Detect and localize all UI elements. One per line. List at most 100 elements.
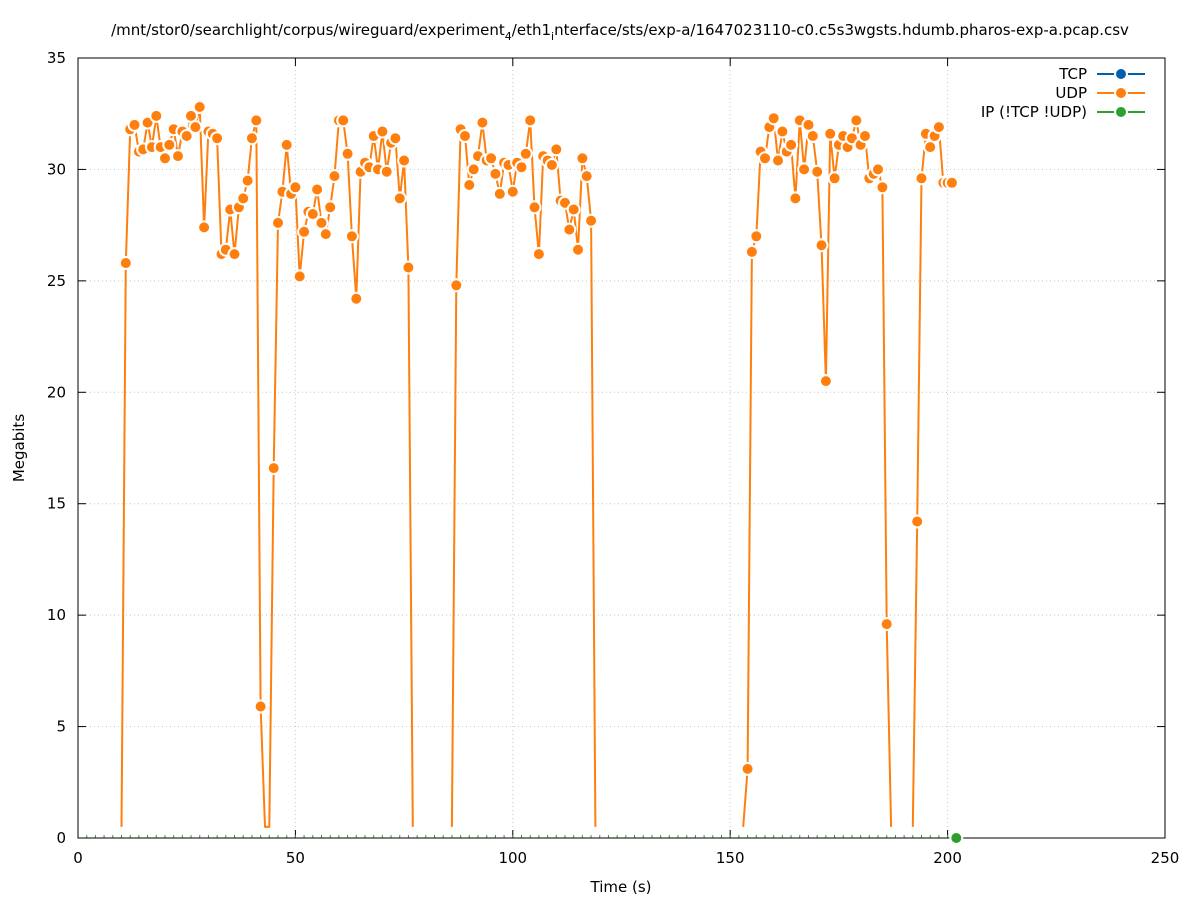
data-point bbox=[197, 220, 212, 235]
x-tick-label: 250 bbox=[1151, 849, 1180, 867]
y-tick-label: 15 bbox=[47, 495, 66, 513]
data-point bbox=[118, 256, 133, 270]
data-point bbox=[388, 131, 403, 146]
data-point bbox=[310, 182, 325, 197]
data-point bbox=[162, 137, 177, 152]
data-point bbox=[249, 113, 264, 128]
data-point bbox=[814, 238, 829, 253]
data-point bbox=[314, 215, 329, 230]
data-point bbox=[584, 213, 599, 228]
chart-title-part: /eth1 bbox=[512, 21, 551, 39]
data-point bbox=[810, 164, 825, 179]
data-point bbox=[240, 173, 255, 188]
data-point bbox=[766, 111, 781, 126]
legend-label: UDP bbox=[1055, 84, 1087, 102]
series-line bbox=[742, 117, 893, 827]
data-point bbox=[797, 162, 812, 177]
x-tick-label: 200 bbox=[933, 849, 962, 867]
data-point bbox=[279, 137, 294, 152]
y-tick-label: 35 bbox=[47, 49, 66, 67]
data-point bbox=[858, 129, 872, 143]
data-point bbox=[158, 151, 172, 166]
data-point bbox=[271, 215, 285, 230]
data-point bbox=[244, 131, 259, 146]
x-tick-label: 100 bbox=[498, 849, 527, 867]
data-point bbox=[949, 831, 964, 845]
data-point bbox=[401, 260, 416, 275]
data-point bbox=[571, 242, 585, 257]
data-point bbox=[771, 153, 785, 168]
data-point bbox=[253, 699, 268, 714]
data-point bbox=[579, 169, 594, 184]
y-tick-label: 20 bbox=[47, 383, 66, 401]
data-point bbox=[288, 180, 303, 195]
y-tick-label: 10 bbox=[47, 606, 66, 624]
data-point bbox=[910, 514, 925, 529]
data-point bbox=[492, 186, 507, 201]
data-point bbox=[318, 227, 333, 242]
series-udp bbox=[118, 100, 959, 828]
data-point bbox=[523, 113, 538, 128]
data-point bbox=[192, 100, 207, 114]
data-point bbox=[466, 162, 481, 177]
chart-title-part: /mnt/stor0/searchlight/corpus/wireguard/… bbox=[111, 21, 505, 39]
data-point bbox=[749, 229, 764, 244]
data-point bbox=[505, 184, 520, 199]
data-point bbox=[392, 191, 407, 206]
data-point bbox=[566, 202, 581, 217]
data-point bbox=[744, 244, 759, 259]
legend-marker bbox=[1114, 67, 1128, 81]
y-tick-label: 30 bbox=[47, 160, 66, 178]
data-point bbox=[462, 178, 477, 192]
data-point bbox=[575, 151, 590, 166]
data-point bbox=[449, 278, 464, 293]
data-point bbox=[758, 151, 772, 166]
chart-title: /mnt/stor0/searchlight/corpus/wireguard/… bbox=[111, 21, 1129, 43]
data-point bbox=[323, 200, 338, 215]
series-line bbox=[911, 126, 952, 827]
data-point bbox=[531, 247, 546, 262]
data-point bbox=[397, 153, 412, 168]
y-tick-label: 0 bbox=[56, 829, 66, 847]
data-point bbox=[475, 115, 490, 130]
data-point bbox=[544, 158, 559, 172]
legend-label: TCP bbox=[1058, 65, 1087, 83]
series-layer bbox=[118, 100, 964, 845]
data-point bbox=[188, 120, 203, 135]
data-point bbox=[788, 191, 803, 206]
y-tick-label: 25 bbox=[47, 272, 66, 290]
legend-marker bbox=[1114, 86, 1128, 100]
data-point bbox=[879, 617, 894, 632]
chart-title-part: 4 bbox=[505, 30, 512, 43]
y-tick-label: 5 bbox=[56, 718, 66, 736]
data-point bbox=[344, 229, 359, 244]
data-point bbox=[210, 131, 225, 146]
data-point bbox=[871, 162, 885, 177]
data-point bbox=[266, 461, 281, 476]
data-point bbox=[349, 291, 364, 306]
data-point bbox=[375, 124, 390, 139]
data-point bbox=[179, 129, 194, 143]
data-point bbox=[849, 113, 864, 128]
data-point bbox=[562, 222, 577, 237]
data-point bbox=[931, 120, 946, 135]
y-axis-label: Megabits bbox=[10, 414, 28, 482]
data-point bbox=[823, 126, 838, 141]
data-point bbox=[292, 269, 307, 284]
data-point bbox=[305, 207, 320, 221]
data-point bbox=[518, 146, 533, 161]
chart-title-part: nterface/sts/exp-a/1647023110-c0.c5s3wgs… bbox=[554, 21, 1129, 39]
data-point bbox=[875, 180, 890, 195]
x-tick-label: 0 bbox=[73, 849, 83, 867]
x-tick-label: 150 bbox=[716, 849, 745, 867]
data-point bbox=[484, 151, 499, 166]
data-point bbox=[740, 761, 755, 776]
chart-title-part: i bbox=[551, 30, 554, 43]
data-point bbox=[784, 137, 799, 152]
data-point bbox=[514, 160, 529, 175]
data-point bbox=[549, 142, 564, 157]
data-point bbox=[488, 166, 503, 181]
data-point bbox=[818, 374, 833, 389]
